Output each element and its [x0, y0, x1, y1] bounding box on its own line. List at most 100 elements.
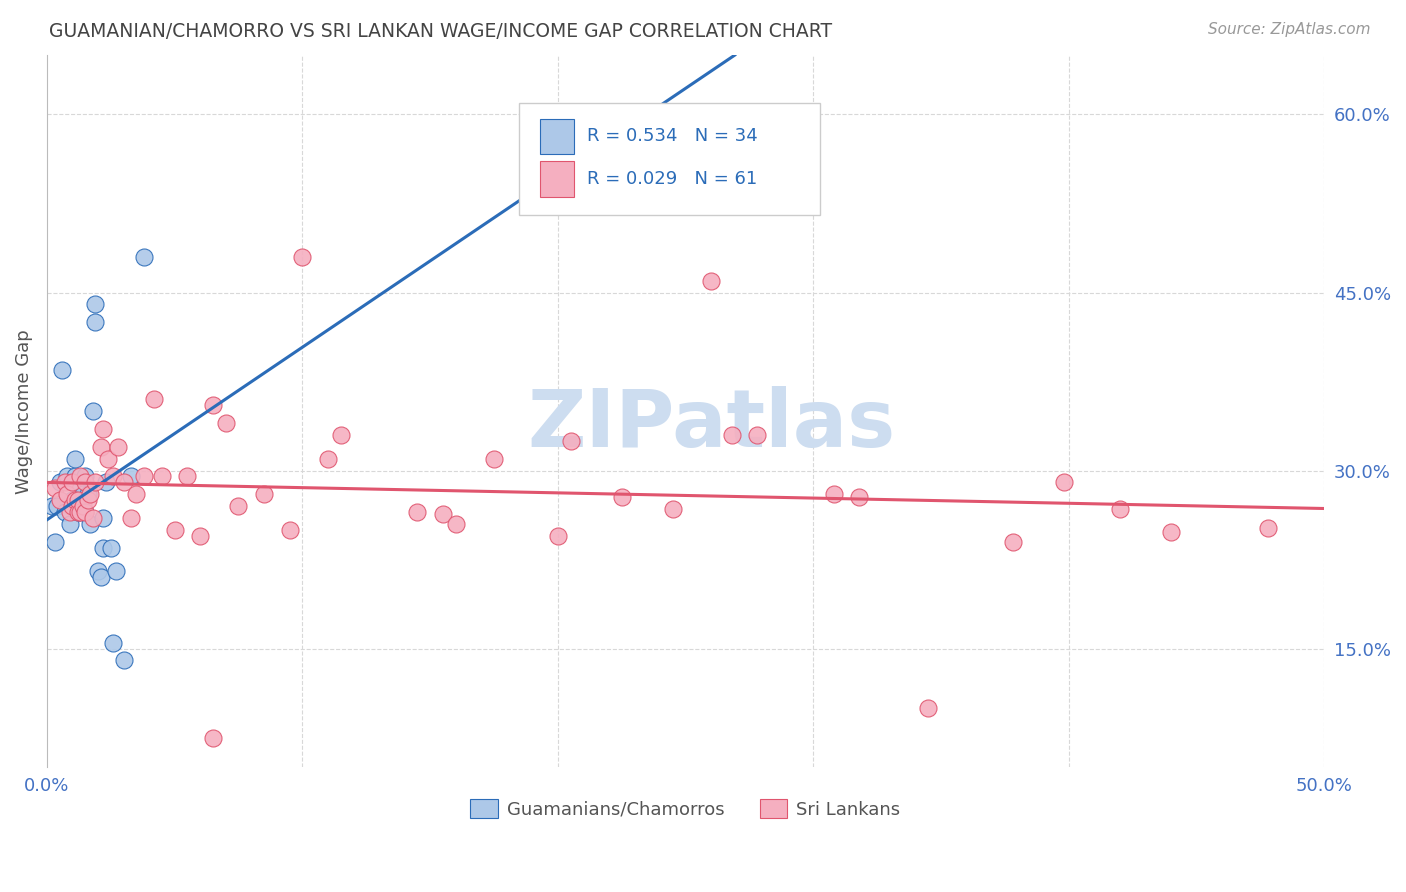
Point [62, 499, 84, 513]
Point [848, 490, 870, 504]
Point [547, 529, 569, 543]
Point [176, 469, 198, 483]
Point [1160, 525, 1182, 540]
Point [84, 475, 107, 490]
Point [444, 516, 467, 531]
Point [82, 404, 104, 418]
Point [66, 505, 89, 519]
Point [44, 534, 66, 549]
Point [82, 511, 104, 525]
Point [107, 440, 129, 454]
Point [75, 475, 97, 490]
Point [56, 469, 79, 483]
Point [432, 508, 454, 522]
Point [291, 250, 314, 264]
Point [1052, 475, 1074, 490]
Point [44, 481, 66, 495]
Point [76, 493, 98, 508]
Point [72, 499, 94, 513]
Point [75, 505, 97, 519]
Point [46, 499, 69, 513]
Point [104, 565, 127, 579]
Point [91, 511, 114, 525]
Point [253, 487, 276, 501]
Point [661, 501, 683, 516]
Point [75, 505, 97, 519]
Point [329, 428, 352, 442]
Text: R = 0.029   N = 61: R = 0.029 N = 61 [588, 170, 758, 188]
Point [482, 451, 505, 466]
Point [69, 505, 91, 519]
Point [91, 541, 114, 555]
Point [53, 505, 76, 519]
Point [59, 516, 82, 531]
Point [278, 523, 301, 537]
Point [132, 469, 155, 483]
Point [79, 516, 101, 531]
Point [72, 487, 94, 501]
Point [87, 565, 110, 579]
Point [75, 469, 97, 483]
Point [103, 469, 125, 483]
Point [76, 487, 98, 501]
Point [63, 493, 86, 508]
Point [48, 475, 70, 490]
Point [132, 250, 155, 264]
Point [120, 511, 142, 525]
Point [1108, 501, 1130, 516]
Point [56, 487, 79, 501]
Point [90, 570, 112, 584]
Point [560, 434, 582, 448]
Point [112, 653, 135, 667]
Point [1001, 534, 1024, 549]
Y-axis label: Wage/Income Gap: Wage/Income Gap [15, 329, 32, 493]
Point [97, 451, 120, 466]
Point [720, 428, 742, 442]
Point [228, 499, 250, 513]
Point [84, 315, 107, 329]
Text: Source: ZipAtlas.com: Source: ZipAtlas.com [1208, 22, 1371, 37]
Point [316, 451, 339, 466]
Point [406, 505, 429, 519]
Point [103, 635, 125, 649]
Point [69, 505, 91, 519]
Point [91, 422, 114, 436]
Point [112, 475, 135, 490]
Point [823, 487, 845, 501]
Point [163, 523, 186, 537]
Point [745, 428, 768, 442]
Point [700, 274, 723, 288]
Point [150, 469, 173, 483]
Point [79, 487, 101, 501]
Point [143, 392, 166, 407]
Point [120, 469, 142, 483]
Point [62, 493, 84, 508]
Point [69, 469, 91, 483]
Text: ZIPatlas: ZIPatlas [527, 386, 896, 465]
Point [66, 505, 89, 519]
Point [94, 475, 117, 490]
FancyBboxPatch shape [540, 119, 575, 154]
FancyBboxPatch shape [540, 161, 575, 197]
Point [201, 398, 224, 412]
Point [53, 475, 76, 490]
Point [51, 362, 73, 376]
Point [188, 529, 211, 543]
Point [917, 701, 939, 715]
Point [201, 731, 224, 745]
Point [100, 541, 122, 555]
Text: R = 0.534   N = 34: R = 0.534 N = 34 [588, 128, 758, 145]
Point [66, 493, 89, 508]
Point [84, 297, 107, 311]
Point [62, 475, 84, 490]
FancyBboxPatch shape [519, 103, 820, 215]
Point [610, 490, 633, 504]
Point [63, 451, 86, 466]
Point [1257, 520, 1279, 534]
Point [63, 469, 86, 483]
Point [215, 416, 238, 430]
Point [48, 493, 70, 508]
Legend: Guamanians/Chamorros, Sri Lankans: Guamanians/Chamorros, Sri Lankans [463, 792, 908, 826]
Text: GUAMANIAN/CHAMORRO VS SRI LANKAN WAGE/INCOME GAP CORRELATION CHART: GUAMANIAN/CHAMORRO VS SRI LANKAN WAGE/IN… [49, 22, 832, 41]
Point [522, 161, 544, 175]
